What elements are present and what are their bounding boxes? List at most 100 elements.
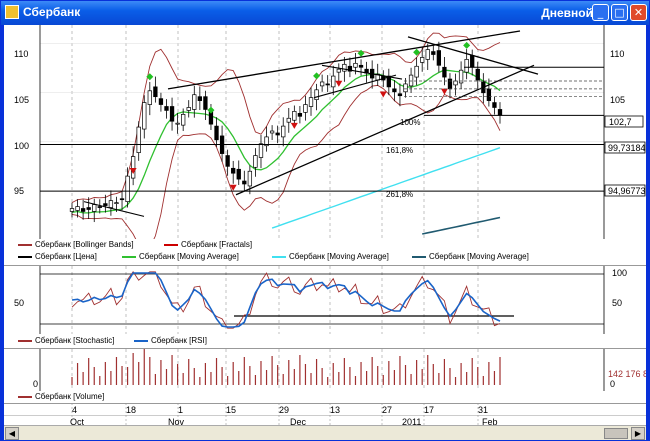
candle-body (470, 55, 475, 68)
candle-body (119, 198, 125, 201)
candle-body (192, 94, 197, 110)
last-price-label: 102,7 (609, 117, 632, 127)
day-18: 18 (126, 405, 136, 415)
fractal-down-marker (229, 184, 237, 191)
day-29: 29 (279, 405, 289, 415)
fractal-down-marker (440, 88, 448, 95)
fib-100-label: 100% (400, 118, 420, 127)
chart-area: 110 105 100 95 110 105 102,7 99,73184 94… (4, 25, 646, 440)
candle-body (420, 57, 425, 63)
fractal-up-marker (413, 48, 421, 56)
candle-body (186, 107, 191, 111)
y-tick-95: 95 (14, 186, 24, 196)
candle-body (497, 109, 503, 116)
candle-body (314, 89, 319, 100)
candle-body (458, 69, 464, 84)
candle-body (447, 78, 453, 90)
candle-body (108, 200, 114, 208)
fractal-down-marker (129, 168, 137, 175)
candle-body (69, 208, 75, 212)
right-tick-105: 105 (610, 95, 625, 105)
candle-body (386, 75, 391, 88)
candle-body (275, 132, 280, 136)
scroll-right-icon[interactable]: ▶ (631, 427, 645, 440)
day-17: 17 (424, 405, 434, 415)
close-button[interactable]: ✕ (630, 4, 647, 21)
bollinger-upper (71, 32, 501, 203)
rsi-line (71, 272, 501, 328)
vol-last-label: 142 176 88 (608, 369, 646, 379)
fractal-down-marker (379, 91, 387, 98)
fractal-down-marker (335, 80, 343, 87)
candle-body (236, 168, 241, 180)
osc-left-tick-50: 50 (14, 298, 24, 308)
candle-body (247, 170, 253, 187)
candle-body (486, 88, 492, 101)
y-tick-105: 105 (14, 95, 29, 105)
osc-tick-100: 100 (612, 268, 627, 278)
window-title: Сбербанк (23, 5, 81, 19)
candle-body (97, 206, 102, 208)
month-feb: Feb (482, 417, 498, 427)
candle-body (158, 98, 164, 105)
channel-line-1 (313, 74, 397, 99)
candle-body (397, 93, 403, 97)
trend-line-down (407, 36, 539, 75)
minimize-button[interactable]: _ (592, 4, 609, 21)
oscillator-chart[interactable]: 100 50 50 (4, 266, 646, 334)
candle-body (203, 96, 208, 110)
candle-body (358, 64, 364, 68)
day-4: 4 (72, 405, 77, 415)
period-label: Дневной (541, 6, 593, 20)
legend-fractals: Сбербанк [Fractals] (164, 240, 252, 249)
candle-body (92, 204, 97, 212)
horizontal-scrollbar[interactable]: ◀ ▶ (4, 425, 646, 440)
candle-body (281, 125, 286, 138)
vol-right-tick-0: 0 (610, 379, 615, 389)
fractal-up-marker (357, 49, 365, 57)
volume-chart[interactable]: 0 0 142 176 88 (4, 349, 646, 391)
ma-dark-line (422, 216, 501, 235)
candle-body (80, 208, 86, 212)
candle-body (336, 68, 341, 73)
fractal-up-marker (207, 106, 215, 114)
legend-ma-3: Сбербанк [Moving Average] (412, 252, 529, 261)
candle-body (431, 51, 436, 55)
scroll-thumb[interactable] (604, 428, 628, 439)
time-axis: 4 18 1 15 29 13 27 17 31 Oct Nov Dec 201… (4, 403, 646, 427)
candle-body (125, 175, 130, 202)
candle-body (325, 83, 330, 86)
candle-body (303, 104, 308, 113)
osc-tick-50: 50 (612, 298, 622, 308)
day-1: 1 (178, 405, 183, 415)
trend-line-upper (167, 30, 521, 90)
legend-bollinger: Сбербанк [Bollinger Bands] (18, 240, 134, 249)
candle-body (169, 106, 175, 122)
title-bar[interactable]: Сбербанк Дневной _ □ ✕ (1, 1, 649, 25)
candle-body (147, 90, 152, 105)
candle-body (214, 125, 219, 141)
candle-body (442, 66, 447, 78)
y-tick-100: 100 (14, 141, 29, 151)
candle-body (353, 62, 358, 68)
candle-body (197, 96, 202, 101)
candle-body (253, 155, 258, 168)
scroll-left-icon[interactable]: ◀ (5, 427, 19, 440)
candle-body (242, 180, 247, 185)
candle-body (436, 50, 442, 66)
price-chart[interactable]: 110 105 100 95 110 105 102,7 99,73184 94… (4, 25, 646, 239)
legend-ma-2: Сбербанк [Moving Average] (272, 252, 389, 261)
vol-tick-0: 0 (33, 379, 38, 389)
candle-body (86, 207, 91, 210)
candle-body (225, 155, 230, 167)
candle-body (403, 83, 408, 93)
fractal-down-marker (290, 122, 298, 129)
level-2-label: 94,96773 (608, 186, 646, 196)
legend-stochastic: Сбербанк [Stochastic] (18, 336, 115, 345)
maximize-button[interactable]: □ (611, 4, 628, 21)
candle-body (75, 206, 80, 211)
month-dec: Dec (290, 417, 307, 427)
candle-body (136, 126, 141, 153)
candle-body (392, 88, 397, 93)
